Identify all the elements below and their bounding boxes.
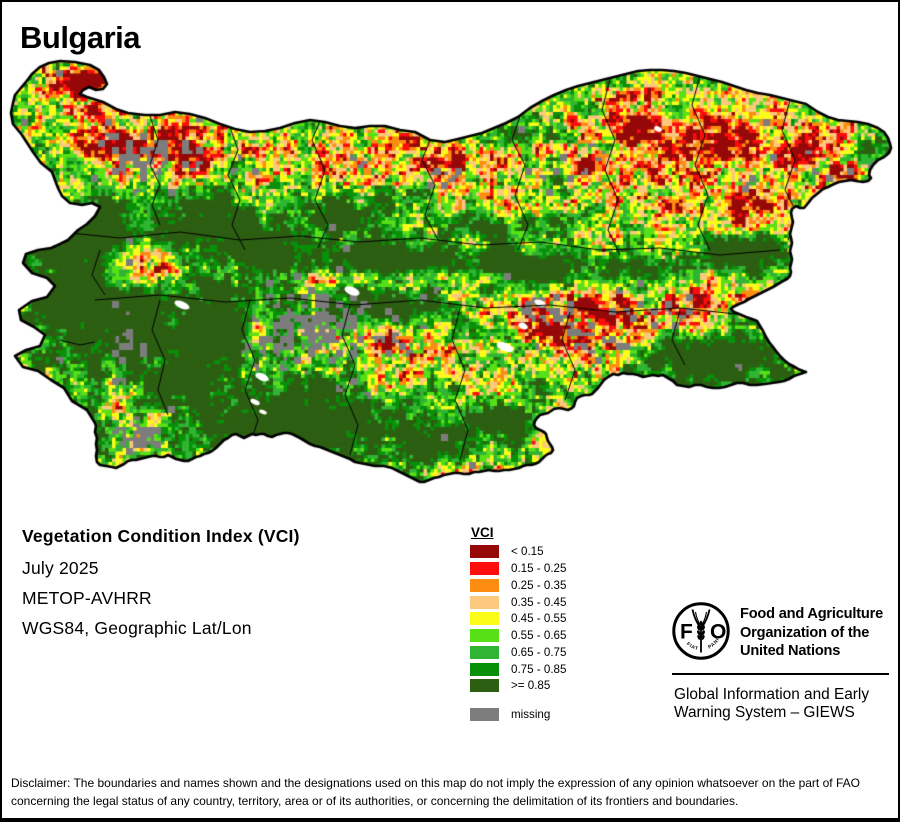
- svg-text:FIAT: FIAT: [685, 641, 699, 652]
- svg-text:F: F: [680, 621, 693, 644]
- svg-text:O: O: [710, 621, 726, 644]
